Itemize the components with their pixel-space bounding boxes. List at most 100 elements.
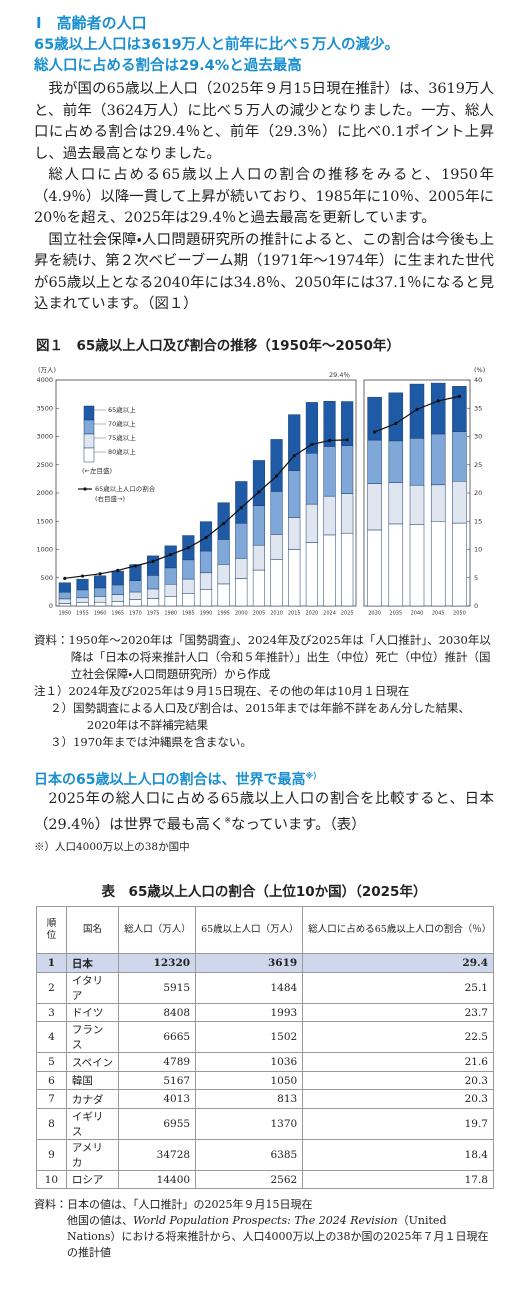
bar-segment xyxy=(217,563,230,584)
y2-axis-label: (%) xyxy=(474,366,485,374)
bar-segment xyxy=(430,433,446,485)
x-tick-label: 1955 xyxy=(76,610,89,616)
footnote: ※）人口4000万以上の38か国中 xyxy=(34,841,190,854)
bar-segment xyxy=(235,522,248,559)
bar-segment xyxy=(388,523,404,606)
legend-note: (右目盛→) xyxy=(95,494,125,503)
chart: (万人) (%) 0 500 1000 1500 2000 2500 3000 3500 4000 0… xyxy=(36,366,485,617)
ratio-point xyxy=(222,521,226,525)
bar-segment xyxy=(367,529,382,606)
ratio-point xyxy=(257,489,261,493)
ratio-point xyxy=(436,398,440,403)
paragraph: 我が国の65歳以上人口（2025年９月15日現在推計）は、3619万人と、前年（… xyxy=(34,81,494,162)
cell: 7 xyxy=(36,1089,67,1109)
cell: カナダ xyxy=(65,1089,120,1109)
bar-segment xyxy=(76,601,89,606)
document: Ⅰ 高齢者の人口 65歳以上人口は3619万人と前年に比べ５万人の減少。 総人口… xyxy=(34,14,494,1261)
legend-note: (←左目盛) xyxy=(82,466,112,475)
legend-point xyxy=(83,486,87,491)
paragraph: 2025年の総人口に占める65歳以上人口の割合を比較すると、日本（29.4％）は… xyxy=(34,789,494,837)
cell: 4789 xyxy=(118,1052,197,1072)
ratio-point xyxy=(373,429,377,434)
cell: 8408 xyxy=(118,1002,197,1023)
bar-segment xyxy=(129,579,142,592)
text: World Population Prospects: The 2024 Rev… xyxy=(133,1214,398,1228)
row: 10 ロシア 14400 2562 17.8 xyxy=(36,1169,494,1190)
row: 4 フランス 6665 1502 22.5 xyxy=(36,1021,494,1054)
cell: 1502 xyxy=(195,1021,304,1054)
bar-segment xyxy=(288,469,301,518)
y-tick-label: 3500 xyxy=(36,404,53,412)
bar-segment xyxy=(323,495,336,535)
bar-segment xyxy=(217,538,230,565)
bar-segment xyxy=(341,492,354,533)
ratio-point xyxy=(310,442,314,446)
bar-segment xyxy=(146,588,160,599)
row: 6 韓国 5167 1050 20.3 xyxy=(36,1070,494,1091)
bar-segment xyxy=(270,438,283,492)
legend-swatch xyxy=(83,419,95,434)
bar-segment xyxy=(111,600,124,606)
row: 7 カナダ 4013 813 20.3 xyxy=(36,1089,494,1109)
bar-segment xyxy=(452,522,467,606)
ratio-point xyxy=(292,453,296,457)
x-tick-label: 1975 xyxy=(147,610,160,616)
cell: フランス xyxy=(65,1021,120,1054)
bar-segment xyxy=(409,437,425,485)
ratio-point xyxy=(204,535,208,539)
x-tick-label: 2030 xyxy=(368,610,381,616)
bar-segment xyxy=(58,602,71,606)
bar-segment xyxy=(367,439,382,484)
row: 1 日本 12320 3619 29.4 xyxy=(36,953,494,973)
cell: 1370 xyxy=(195,1107,304,1140)
bar-segment xyxy=(430,520,446,606)
text: なっています。（表） xyxy=(231,816,366,833)
row: 9 アメリカ 34728 6385 18.4 xyxy=(36,1138,494,1171)
bar-segment xyxy=(182,559,195,579)
bar-segment xyxy=(146,574,160,589)
y-tick-label: 500 xyxy=(41,573,53,581)
cell: 1484 xyxy=(195,971,304,1004)
bar-segment xyxy=(111,570,124,585)
y-axis-label: (万人) xyxy=(38,366,56,374)
bar-segment xyxy=(58,582,71,592)
y2-tick-label: 20 xyxy=(474,489,482,497)
heading-text: 日本の65歳以上人口の割合は、世界で最高 xyxy=(34,771,306,788)
bar-segment xyxy=(388,392,404,441)
cell: 3 xyxy=(36,1002,67,1023)
y-tick-label: 4000 xyxy=(36,376,53,384)
paragraph: 総人口に占める65歳以上人口の割合の推移をみると、1950年（4.9％）以降一貫… xyxy=(34,167,494,226)
x-tick-label: 2010 xyxy=(270,610,283,616)
y2-tick-label: 30 xyxy=(474,432,482,440)
y-tick-label: 2000 xyxy=(36,489,53,497)
legend-label: 65歳以上人口の割合 xyxy=(95,484,156,493)
y-tick-label: 1000 xyxy=(36,545,53,553)
bar-segment xyxy=(129,598,142,606)
cell: 21.6 xyxy=(302,1052,494,1072)
bar-segment xyxy=(129,591,142,600)
x-tick-label: 1965 xyxy=(111,610,124,616)
x-tick-label: 2024 xyxy=(323,610,336,616)
note: ２）国勢調査による人口及び割合は、2015年までは年齢不詳をあん分した結果、20… xyxy=(50,700,471,732)
y2-tick-label: 0 xyxy=(474,602,478,610)
header-cell: 総人口（万人） xyxy=(118,906,197,955)
bar-segment xyxy=(409,484,425,525)
x-tick-label: 2035 xyxy=(389,610,402,616)
header-cell: 65歳以上人口（万人） xyxy=(195,906,304,955)
bar-segment xyxy=(288,516,301,550)
bar-segment xyxy=(146,555,160,576)
bar-segment xyxy=(388,481,404,524)
table-title: 表 65歳以上人口の割合（上位10か国）（2025年） xyxy=(101,884,427,901)
bar-segment xyxy=(199,550,213,573)
legend-label: 80歳以上 xyxy=(108,447,136,456)
table-source: 資料：日本の値は、「人口推計」の2025年９月15日現在 他国の値は、World … xyxy=(34,1197,494,1261)
cell: 6665 xyxy=(118,1021,197,1054)
header-cell: 順位 xyxy=(36,906,67,955)
cell: 6955 xyxy=(118,1107,197,1140)
bar-segment xyxy=(58,598,71,604)
cell: 19.7 xyxy=(302,1107,494,1140)
cell: 1 xyxy=(36,953,67,973)
cell: 17.8 xyxy=(302,1169,494,1190)
bar-segment xyxy=(94,595,107,602)
